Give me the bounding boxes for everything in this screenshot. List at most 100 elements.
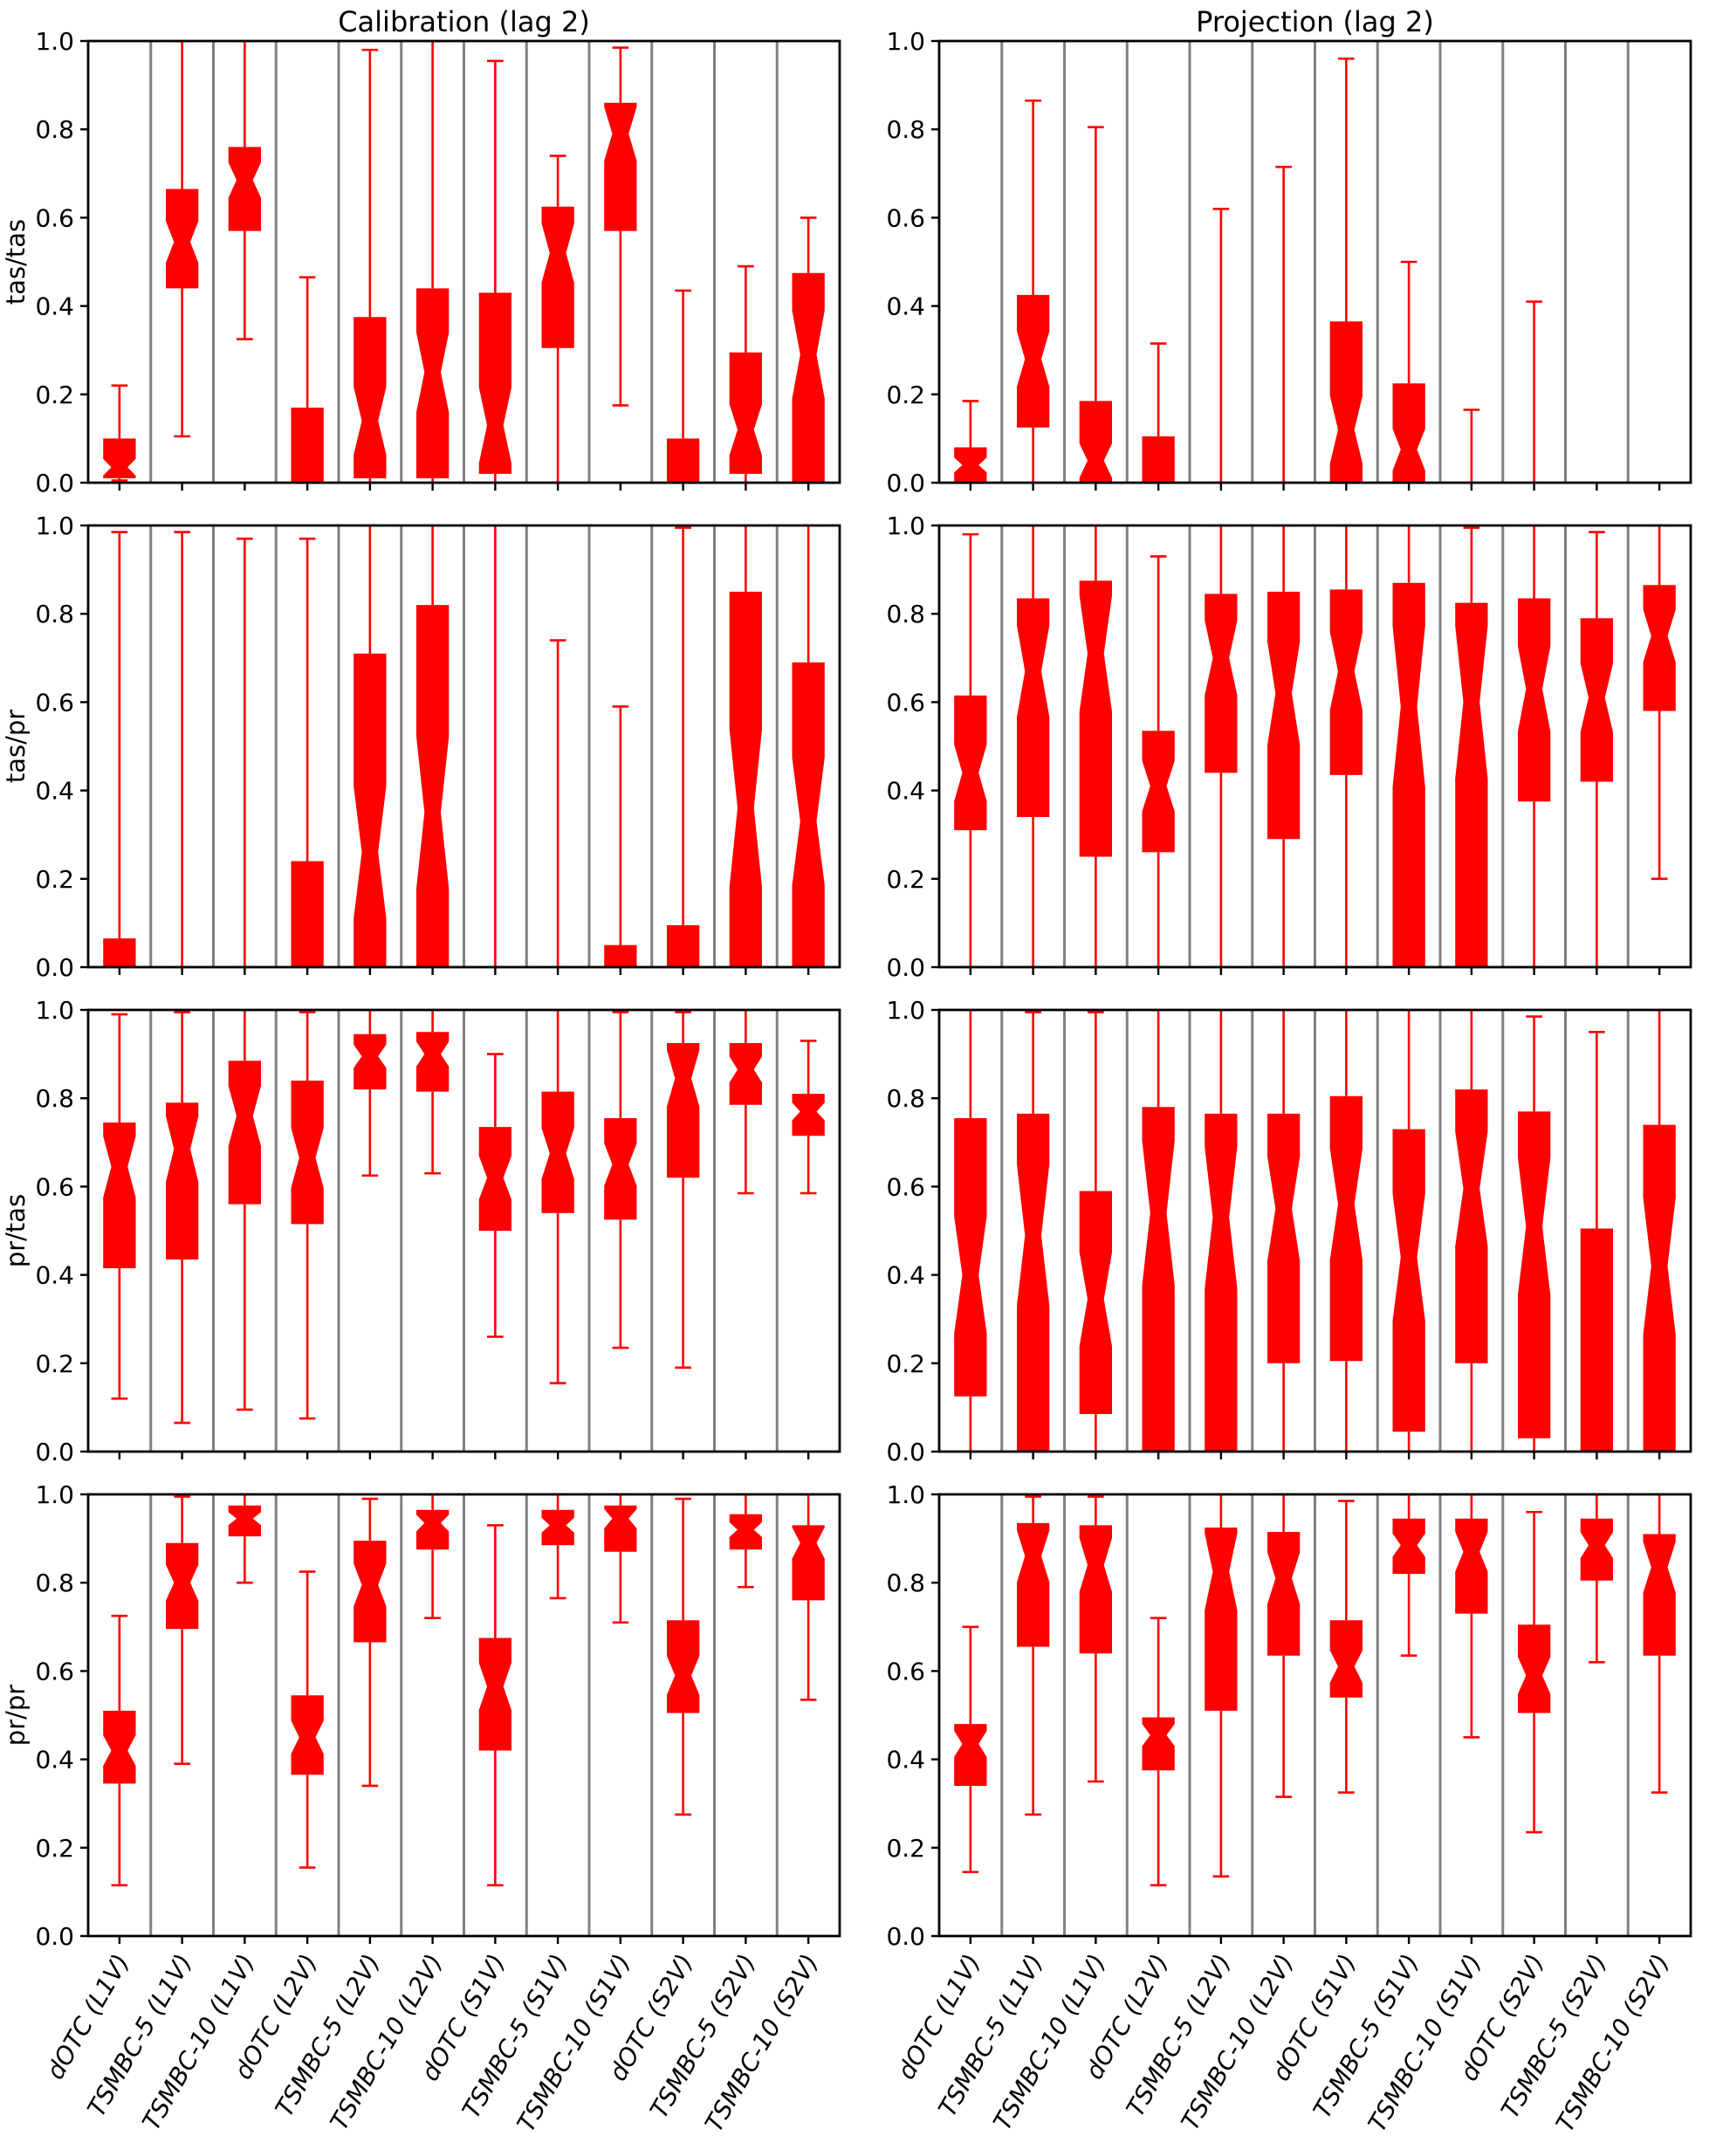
y-tick-label: 0.8 [35, 600, 74, 628]
row-label: tas/tas [1, 219, 31, 305]
boxplot-box [1142, 731, 1175, 853]
boxplot-box [667, 1620, 700, 1713]
boxplot-box [1142, 1107, 1175, 1452]
axes-frame [86, 1493, 841, 1938]
boxplot-box [416, 1032, 450, 1092]
axes-frame [937, 39, 1692, 484]
boxplot-box [1455, 1518, 1488, 1614]
boxplot-box [1267, 1113, 1301, 1363]
axes-frame [937, 1008, 1692, 1453]
boxplot-box [1079, 580, 1112, 857]
boxplot-box [478, 1127, 511, 1231]
boxplot-box [1017, 1522, 1050, 1647]
boxplot-box [604, 944, 637, 967]
y-tick-label: 0.0 [886, 1438, 925, 1466]
axes-frame [937, 1493, 1692, 1938]
y-tick-label: 0.0 [35, 1922, 74, 1951]
y-tick-label: 0.6 [886, 688, 925, 717]
row-label: tas/pr [1, 710, 31, 783]
axes-frame [937, 524, 1692, 969]
subplot-projection-pr-tas: 0.0 0.2 0.4 0.6 0.8 1.0 [886, 996, 1692, 1466]
y-tick-label: 0.4 [886, 1261, 925, 1290]
y-tick-label: 0.0 [886, 1922, 925, 1951]
boxplot-box [729, 591, 762, 967]
y-tick-label: 0.8 [886, 600, 925, 628]
boxplot-box [604, 102, 637, 231]
y-tick-label: 0.6 [886, 203, 925, 232]
subplot-projection-tas-tas: 0.0 0.2 0.4 0.6 0.8 1.0 Projection (lag 2) [886, 5, 1692, 498]
boxplot-box [1518, 1624, 1551, 1713]
y-tick-label: 0.6 [886, 1657, 925, 1686]
boxplot-box [1392, 383, 1425, 483]
y-tick-label: 0.6 [35, 1172, 74, 1201]
boxplot-box [1580, 618, 1613, 782]
subplot-calibration-pr-tas: 0.0 0.2 0.4 0.6 0.8 1.0 pr/tas [1, 996, 841, 1466]
subplot-calibration-tas-tas: 0.0 0.2 0.4 0.6 0.8 1.0 tas/tas Calibration (la… [1, 5, 841, 498]
y-tick-label: 0.6 [886, 1172, 925, 1201]
boxplot-box [291, 1081, 324, 1225]
y-tick-label: 1.0 [886, 27, 925, 56]
boxplot-box [792, 1525, 825, 1601]
boxplot-box [103, 438, 136, 478]
boxplot-box [1643, 1124, 1676, 1452]
boxplot-box [604, 1118, 637, 1220]
boxplot-box [792, 1094, 825, 1136]
y-tick-label: 0.4 [886, 1746, 925, 1775]
boxplot-box [1017, 294, 1050, 428]
boxplot-box [792, 662, 825, 967]
boxplot-box [1079, 1525, 1112, 1654]
y-tick-label: 0.2 [35, 1349, 74, 1378]
y-tick-label: 1.0 [886, 1480, 925, 1509]
y-tick-label: 1.0 [35, 1480, 74, 1509]
boxplot-box [1142, 436, 1175, 483]
y-tick-label: 0.6 [35, 688, 74, 717]
boxplot-box [228, 1505, 261, 1537]
boxplot-box [478, 292, 511, 474]
boxplot-box [666, 924, 700, 967]
x-category-label: TSMBC-10 (S1V) [1363, 1949, 1487, 2137]
row-label: pr/tas [1, 1194, 31, 1267]
boxplot-box [1329, 1095, 1363, 1362]
boxplot-box [729, 352, 762, 474]
boxplot-box [1643, 1534, 1676, 1656]
y-tick-label: 0.8 [35, 1084, 74, 1113]
y-tick-label: 0.8 [35, 115, 74, 144]
boxplot-box [353, 653, 387, 967]
boxplot-box [1142, 1717, 1175, 1771]
x-category-label: TSMBC-10 (L1V) [987, 1949, 1111, 2135]
x-category-label: TSMBC-10 (S1V) [511, 1949, 636, 2137]
boxplot-box [353, 317, 387, 478]
y-tick-label: 0.2 [35, 865, 74, 894]
y-tick-label: 0.6 [35, 203, 74, 232]
x-category-label: TSMBC-10 (L1V) [136, 1949, 260, 2135]
boxplot-box [666, 438, 700, 483]
y-tick-label: 1.0 [886, 512, 925, 540]
boxplot-box [954, 1118, 987, 1397]
y-tick-label: 0.2 [886, 1834, 925, 1863]
x-category-label: TSMBC-10 (L2V) [325, 1949, 449, 2135]
boxplot-box [166, 1542, 199, 1630]
axes-frame [86, 39, 841, 484]
boxplot-box [1205, 1528, 1238, 1711]
boxplot-box [1017, 1113, 1050, 1452]
subplot-projection-tas-pr: 0.0 0.2 0.4 0.6 0.8 1.0 [886, 512, 1692, 982]
boxplot-box [1455, 1089, 1488, 1363]
boxplot-box [1329, 589, 1363, 775]
boxplot-box [667, 1043, 700, 1178]
boxplot-box [228, 147, 261, 231]
y-tick-label: 0.4 [35, 292, 74, 321]
boxplot-box [416, 1509, 450, 1550]
boxplot-box [1267, 1532, 1301, 1656]
y-tick-label: 0.8 [886, 115, 925, 144]
y-tick-label: 0.8 [35, 1569, 74, 1597]
boxplot-box [1643, 585, 1676, 711]
boxplot-box [1580, 1518, 1613, 1581]
y-tick-label: 0.4 [886, 292, 925, 321]
y-tick-label: 0.4 [35, 1746, 74, 1775]
boxplot-box [954, 447, 987, 483]
boxplot-box [792, 272, 825, 483]
column-title: Calibration (lag 2) [338, 5, 590, 38]
boxplot-box [228, 1061, 261, 1205]
y-tick-label: 0.4 [35, 777, 74, 806]
y-tick-label: 1.0 [886, 996, 925, 1025]
